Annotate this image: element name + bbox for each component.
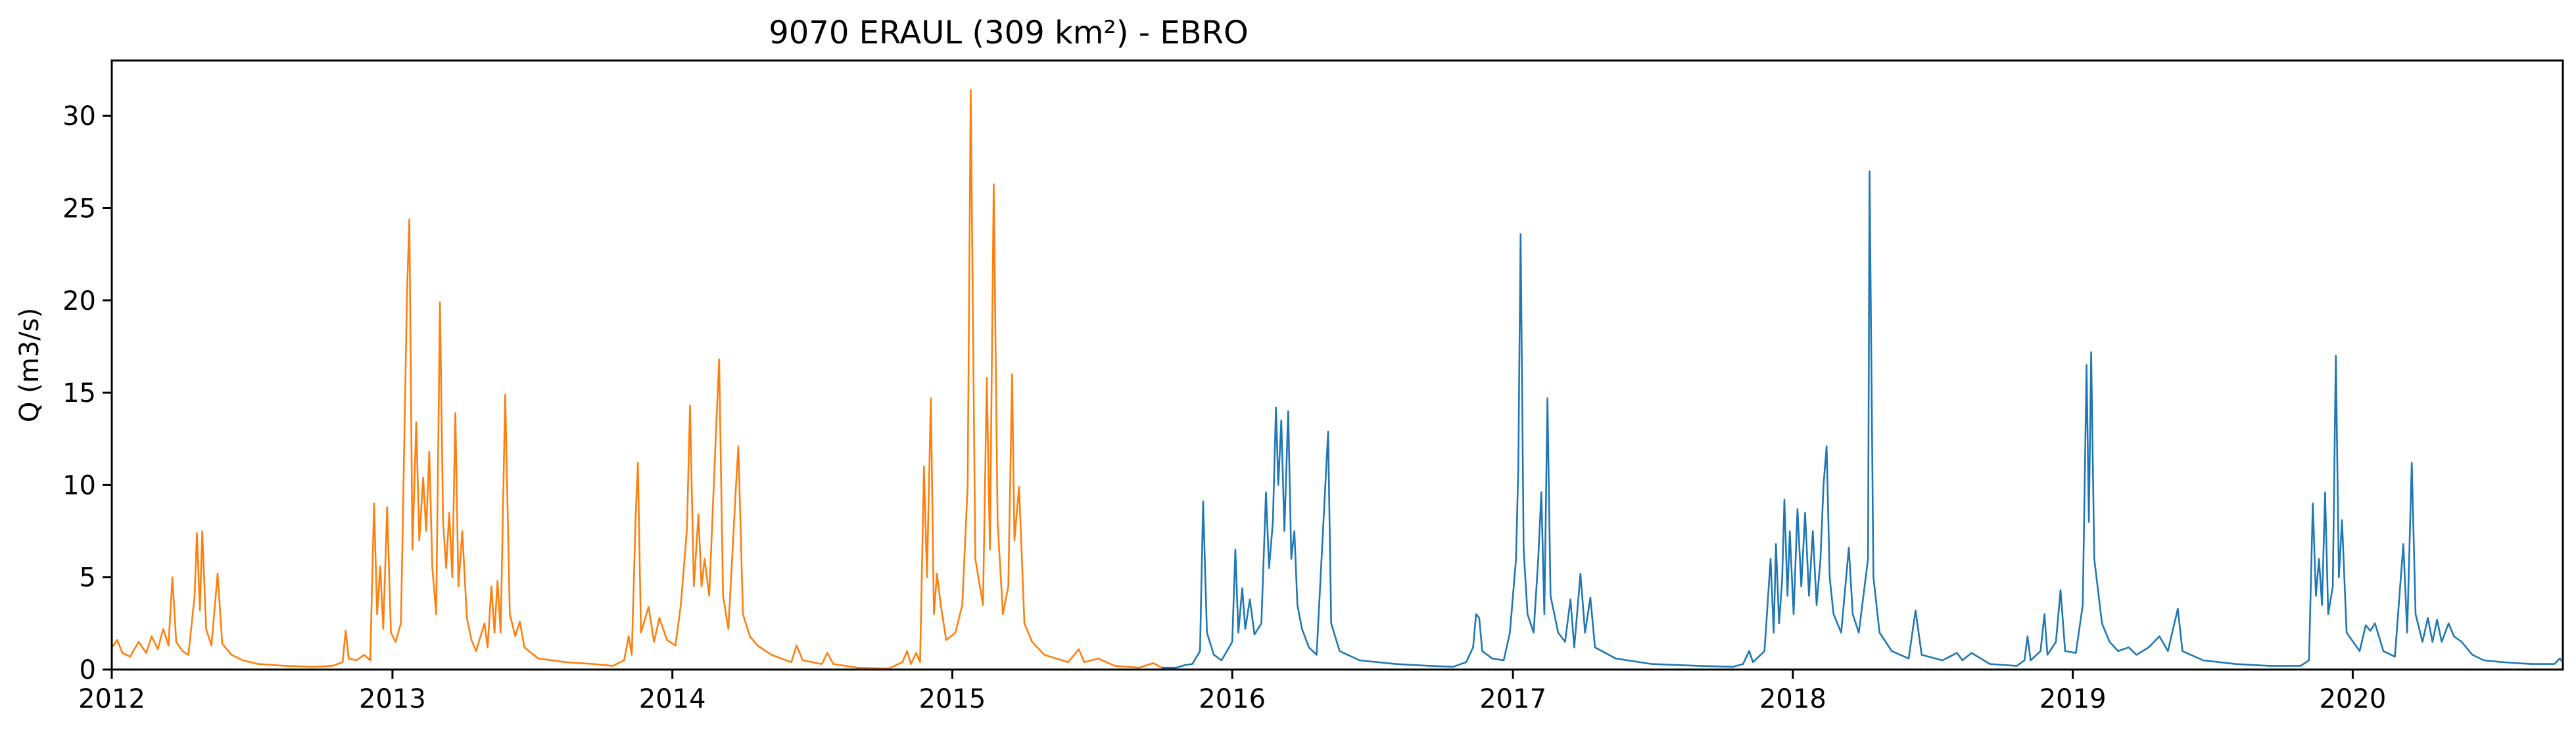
plot-area [112, 89, 2563, 670]
series-line-1 [112, 89, 1162, 670]
y-tick-label: 15 [62, 378, 96, 408]
y-axis: 0 5 10 15 20 25 30 [62, 101, 112, 685]
y-tick-label: 0 [80, 655, 96, 685]
x-axis: 2012 2013 2014 2015 2016 2017 2018 2019 2020 [78, 670, 2386, 714]
y-tick-label: 5 [80, 563, 96, 593]
x-tick-label: 2014 [639, 684, 706, 714]
x-tick-label: 2019 [2039, 684, 2107, 714]
y-tick-label: 10 [62, 470, 96, 501]
series-line-2 [1161, 170, 2563, 669]
x-tick-label: 2020 [2319, 684, 2386, 714]
x-tick-label: 2015 [919, 684, 986, 714]
x-tick-label: 2018 [1759, 684, 1826, 714]
plot-frame [110, 59, 2564, 671]
chart-title: 9070 ERAUL (309 km²) - EBRO [769, 14, 1248, 51]
y-tick-label: 20 [62, 286, 96, 316]
x-tick-label: 2012 [78, 684, 145, 714]
x-tick-label: 2013 [359, 684, 426, 714]
y-axis-label: Q (m3/s) [14, 308, 45, 422]
y-tick-label: 30 [62, 101, 96, 132]
x-tick-label: 2017 [1479, 684, 1546, 714]
y-tick-label: 25 [62, 193, 96, 224]
x-tick-label: 2016 [1199, 684, 1266, 714]
